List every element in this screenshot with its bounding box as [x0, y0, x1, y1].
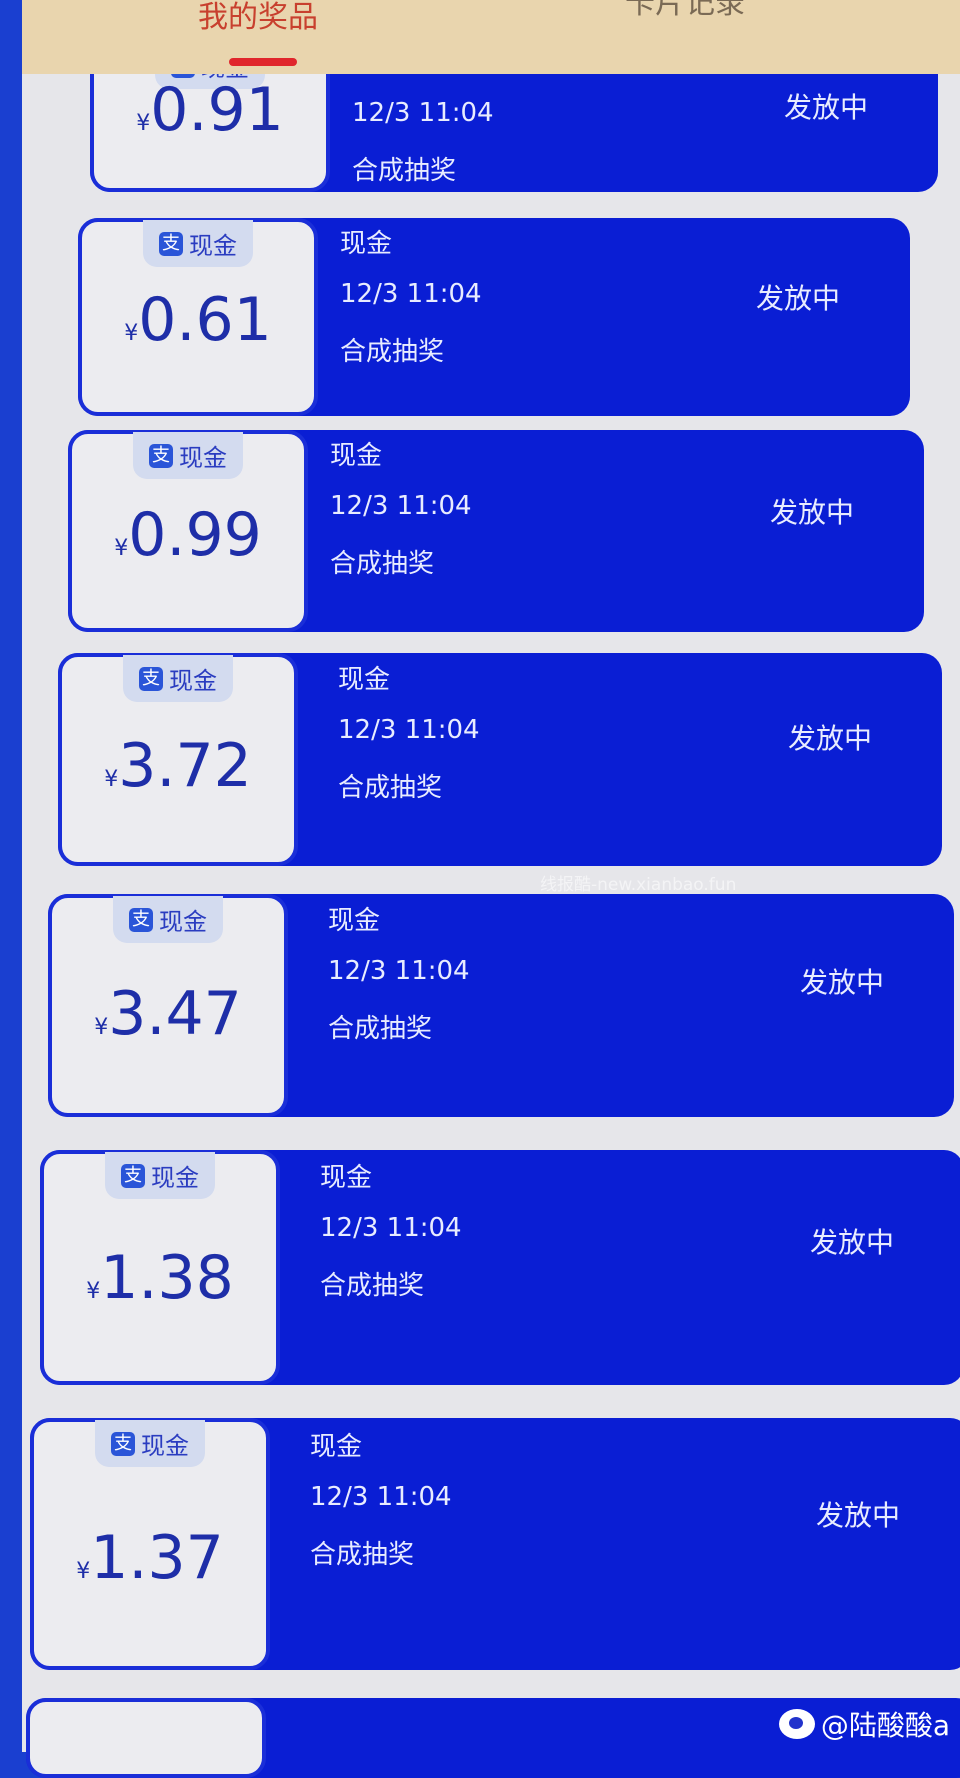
screen: 我的奖品 卡片记录 支现金 ¥0.91 现金 12/3 11:04 合成抽奖 发…: [22, 0, 960, 1778]
prize-source: 合成抽奖: [338, 773, 443, 803]
cash-badge: 支现金: [143, 220, 253, 267]
amount-panel: 支现金 ¥1.37: [30, 1418, 270, 1670]
prize-card[interactable]: 支现金 ¥3.72 现金 12/3 11:04 合成抽奖 发放中: [58, 653, 942, 866]
prize-info: 现金 12/3 11:04 合成抽奖: [328, 907, 470, 1065]
amount-value: 3.72: [118, 730, 252, 801]
alipay-icon: 支: [111, 1431, 135, 1456]
tab-my-prizes[interactable]: 我的奖品: [198, 0, 318, 35]
status-label: 发放中: [755, 282, 840, 316]
site-watermark: 线报酷-new.xianbao.fun: [540, 875, 737, 895]
badge-label: 现金: [151, 1164, 199, 1192]
amount-value: 1.38: [100, 1242, 234, 1313]
prize-amount: ¥3.47: [52, 979, 284, 1049]
alipay-icon: 支: [121, 1163, 145, 1188]
currency-symbol: ¥: [114, 535, 129, 561]
alipay-icon: 支: [149, 443, 173, 468]
amount-value: 0.61: [138, 285, 272, 355]
badge-label: 现金: [189, 232, 237, 260]
prize-date: 12/3 11:04: [328, 956, 470, 986]
amount-panel: 支现金 ¥3.47: [48, 894, 288, 1117]
badge-label: 现金: [159, 908, 207, 936]
badge-label: 现金: [179, 444, 227, 472]
prize-amount: ¥0.99: [72, 500, 304, 570]
prize-title: 现金: [340, 229, 393, 259]
tab-bar: 我的奖品 卡片记录: [22, 0, 960, 74]
cash-badge: 支现金: [123, 655, 233, 702]
prize-amount: ¥1.38: [44, 1243, 276, 1313]
prize-amount: ¥3.72: [62, 731, 294, 801]
prize-date: 12/3 11:04: [338, 715, 480, 745]
amount-panel: [26, 1698, 266, 1778]
prize-amount: ¥0.61: [82, 285, 314, 355]
weibo-icon: [778, 1709, 815, 1739]
badge-label: 现金: [169, 667, 217, 695]
currency-symbol: ¥: [124, 321, 139, 346]
amount-value: 0.99: [128, 499, 262, 570]
badge-label: 现金: [141, 1432, 189, 1460]
weibo-username: @陆酸酸a: [820, 1709, 950, 1742]
prize-title: 现金: [310, 1432, 363, 1462]
prize-date: 12/3 11:04: [352, 98, 494, 128]
status-label: 发放中: [809, 1225, 894, 1259]
prize-card[interactable]: 支现金 ¥3.47 现金 12/3 11:04 合成抽奖 发放中: [48, 894, 954, 1117]
prize-source: 合成抽奖: [330, 549, 435, 579]
prize-date: 12/3 11:04: [320, 1213, 462, 1243]
prize-title: 现金: [330, 441, 383, 471]
prize-info: 现金 12/3 11:04 合成抽奖: [340, 230, 482, 388]
weibo-watermark: @陆酸酸a: [778, 1704, 950, 1744]
amount-value: 0.91: [150, 74, 284, 145]
currency-symbol: ¥: [104, 766, 119, 792]
prize-info: 现金 12/3 11:04 合成抽奖: [330, 442, 472, 600]
cash-badge: 支现金: [113, 896, 223, 943]
prize-source: 合成抽奖: [310, 1540, 415, 1570]
status-label: 发放中: [769, 495, 854, 529]
tab-card-records[interactable]: 卡片记录: [625, 0, 745, 21]
prize-source: 合成抽奖: [320, 1271, 425, 1301]
prize-date: 12/3 11:04: [330, 491, 472, 521]
currency-symbol: ¥: [76, 1558, 91, 1584]
amount-panel: 支现金 ¥3.72: [58, 653, 298, 866]
prize-date: 12/3 11:04: [310, 1482, 452, 1512]
prize-amount: ¥0.91: [94, 75, 326, 145]
amount-value: 1.37: [90, 1522, 224, 1593]
amount-panel: 支现金 ¥1.38: [40, 1150, 280, 1385]
amount-panel: 支现金 ¥0.61: [78, 218, 318, 416]
status-label: 发放中: [783, 90, 868, 124]
alipay-icon: 支: [159, 231, 183, 256]
cash-badge: 支现金: [133, 432, 243, 479]
amount-value: 3.47: [108, 978, 242, 1049]
prize-info: 现金 12/3 11:04 合成抽奖: [320, 1164, 462, 1322]
status-label: 发放中: [799, 965, 884, 999]
prize-amount: ¥1.37: [34, 1523, 266, 1593]
alipay-icon: 支: [129, 907, 153, 932]
prize-title: 现金: [338, 665, 391, 695]
prize-card[interactable]: 支现金 ¥1.37 现金 12/3 11:04 合成抽奖 发放中: [30, 1418, 960, 1670]
currency-symbol: ¥: [86, 1278, 101, 1304]
currency-symbol: ¥: [94, 1014, 109, 1040]
prize-info: 现金 12/3 11:04 合成抽奖: [338, 666, 480, 824]
prize-title: 现金: [320, 1163, 373, 1193]
prize-info: 现金 12/3 11:04 合成抽奖: [310, 1433, 452, 1591]
cash-badge: 支现金: [105, 1152, 215, 1199]
status-label: 发放中: [815, 1498, 900, 1532]
prize-date: 12/3 11:04: [340, 279, 482, 309]
alipay-icon: 支: [139, 666, 163, 691]
prize-card[interactable]: 支现金 ¥1.38 现金 12/3 11:04 合成抽奖 发放中: [40, 1150, 960, 1385]
currency-symbol: ¥: [136, 110, 151, 136]
amount-panel: 支现金 ¥0.99: [68, 430, 308, 632]
prize-source: 合成抽奖: [328, 1014, 433, 1044]
cash-badge: 支现金: [95, 1420, 205, 1467]
status-label: 发放中: [787, 721, 872, 755]
prize-source: 合成抽奖: [340, 337, 445, 367]
active-tab-indicator: [229, 58, 297, 66]
prize-source: 合成抽奖: [352, 156, 457, 186]
prize-card[interactable]: 支现金 ¥0.61 现金 12/3 11:04 合成抽奖 发放中: [78, 218, 910, 416]
prize-title: 现金: [328, 906, 381, 936]
prize-card[interactable]: 支现金 ¥0.99 现金 12/3 11:04 合成抽奖 发放中: [68, 430, 924, 632]
